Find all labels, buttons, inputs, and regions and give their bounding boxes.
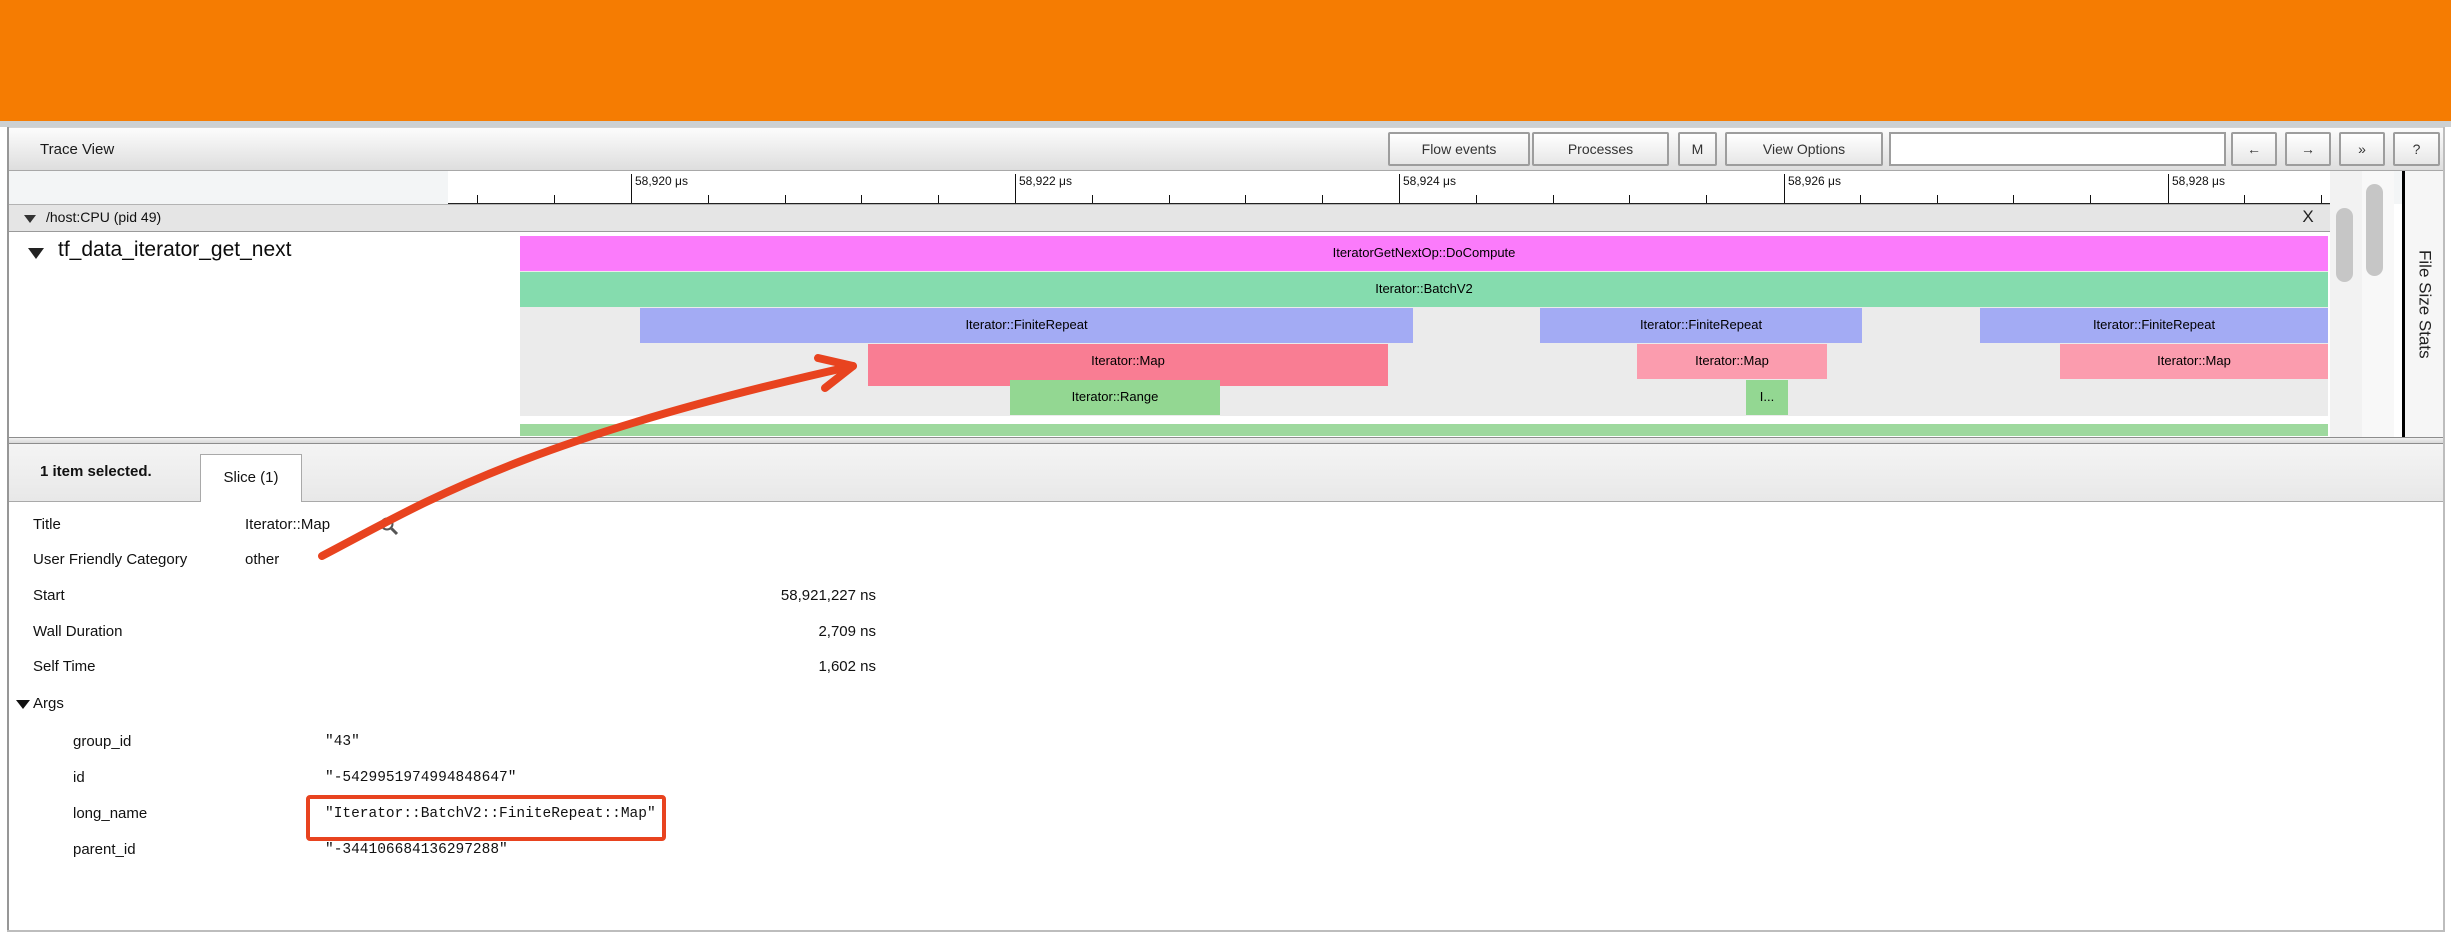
ruler-major-tick [1015,174,1016,203]
ruler-tick-label: 58,928 μs [2172,174,2225,188]
file-size-stats-label: File Size Stats [2415,249,2435,359]
trace-slice[interactable]: Iterator::Map [1637,344,1827,379]
scrollbar-thumb[interactable] [2336,208,2353,282]
ruler-major-tick [2168,174,2169,203]
detail-field-value: other [245,551,280,568]
ruler-major-tick [1399,174,1400,203]
find-previous-button[interactable]: ← [2231,132,2277,166]
ruler-scale-area [448,171,2330,204]
arg-key: id [73,769,85,786]
trace-slice[interactable]: I... [1746,380,1788,415]
ruler-minor-tick [1937,195,1938,203]
ruler-minor-tick [2090,195,2091,203]
detail-field-label: Self Time [33,658,96,675]
args-section-label: Args [33,695,64,712]
track-row-background [520,344,2328,380]
ruler-tick-label: 58,920 μs [635,174,688,188]
app-header-bar [0,0,2451,121]
trace-search-input[interactable] [1891,134,2224,164]
more-options-button[interactable]: » [2339,132,2385,166]
scrollbar-thumb[interactable] [2366,184,2383,276]
trace-slice[interactable]: Iterator::BatchV2 [520,272,2328,307]
window-border [2443,127,2445,932]
close-track-button[interactable]: X [2302,207,2314,226]
processes-button[interactable]: Processes [1532,132,1669,166]
ruler-minor-tick [708,195,709,203]
ruler-minor-tick [1092,195,1093,203]
ruler-minor-tick [477,195,478,203]
trace-view-toolbar: Trace View Flow events Processes M View … [8,127,2444,171]
ruler-minor-tick [2013,195,2014,203]
thread-name: tf_data_iterator_get_next [58,238,292,261]
ruler-minor-tick [1322,195,1323,203]
ruler-minor-tick [2321,195,2322,203]
arg-key: long_name [73,805,148,822]
tab-file-size-stats[interactable]: File Size Stats [2402,171,2444,437]
find-next-button[interactable]: → [2285,132,2331,166]
arg-value: "43" [325,734,360,750]
ruler-minor-tick [554,195,555,203]
trace-slice[interactable]: Iterator::FiniteRepeat [1540,308,1862,343]
ruler-minor-tick [1476,195,1477,203]
arg-value: "Iterator::BatchV2::FiniteRepeat::Map" [325,806,656,822]
collapse-arrow-icon[interactable] [28,248,44,259]
ruler-minor-tick [938,195,939,203]
header-shadow [0,121,2451,127]
highlight-annotation [306,795,666,841]
process-header-row: /host:CPU (pid 49) X [8,204,2330,232]
magnifier-icon[interactable] [378,515,400,537]
arg-key: group_id [73,733,132,750]
trace-slice[interactable]: Iterator::FiniteRepeat [1980,308,2328,343]
ruler-minor-tick [1553,195,1554,203]
metadata-button[interactable]: M [1678,132,1717,166]
ruler-major-tick [631,174,632,203]
arg-value: "-5429951974994848647" [325,770,517,786]
detail-field-label: Start [33,587,65,604]
window-border [7,930,2445,932]
ruler-minor-tick [2244,195,2245,203]
trace-slice[interactable]: IteratorGetNextOp::DoCompute [520,236,2328,271]
detail-field-value: 58,921,227 ns [780,587,876,604]
ruler-minor-tick [1245,195,1246,203]
process-name: /host:CPU (pid 49) [46,209,162,225]
ruler-major-tick [1784,174,1785,203]
selection-status: 1 item selected. [40,463,152,480]
tab-slice[interactable]: Slice (1) [200,454,302,502]
arg-key: parent_id [73,841,136,858]
panel-title: Trace View [40,141,115,158]
ruler-minor-tick [861,195,862,203]
flow-events-button[interactable]: Flow events [1388,132,1530,166]
ruler-minor-tick [785,195,786,203]
ruler-minor-tick [1169,195,1170,203]
timeline-ruler: 58,920 μs 58,922 μs 58,924 μs 58,926 μs 58,9… [8,171,2444,204]
track-row-background [520,380,2328,416]
ruler-minor-tick [1629,195,1630,203]
trace-slice[interactable]: Iterator::Map [2060,344,2328,379]
detail-field-value: 2,709 ns [818,623,876,640]
detail-field-label: Wall Duration [33,623,123,640]
ruler-minor-tick [1706,195,1707,203]
search-box [1889,132,2226,166]
args-collapse-icon[interactable] [16,700,30,709]
view-options-button[interactable]: View Options [1725,132,1883,166]
panel-splitter[interactable] [8,437,2444,444]
trace-slice[interactable]: Iterator::FiniteRepeat [640,308,1413,343]
clipped-track-slice [520,424,2328,436]
detail-field-label: Title [33,516,61,533]
detail-field-label: User Friendly Category [33,551,188,568]
ruler-tick-label: 58,924 μs [1403,174,1456,188]
ruler-minor-tick [1860,195,1861,203]
ruler-tick-label: 58,922 μs [1019,174,1072,188]
collapse-arrow-icon[interactable] [24,215,36,223]
ruler-tick-label: 58,926 μs [1788,174,1841,188]
detail-field-value: Iterator::Map [245,516,331,533]
arg-value: "-344106684136297288" [325,842,508,858]
trace-slice[interactable]: Iterator::Map [868,344,1388,386]
window-border [7,127,9,932]
selection-header: 1 item selected. Slice (1) [8,444,2444,502]
trace-slice[interactable]: Iterator::Range [1010,380,1220,415]
toolbar-help-button[interactable]: ? [2393,132,2440,166]
detail-field-value: 1,602 ns [818,658,876,675]
